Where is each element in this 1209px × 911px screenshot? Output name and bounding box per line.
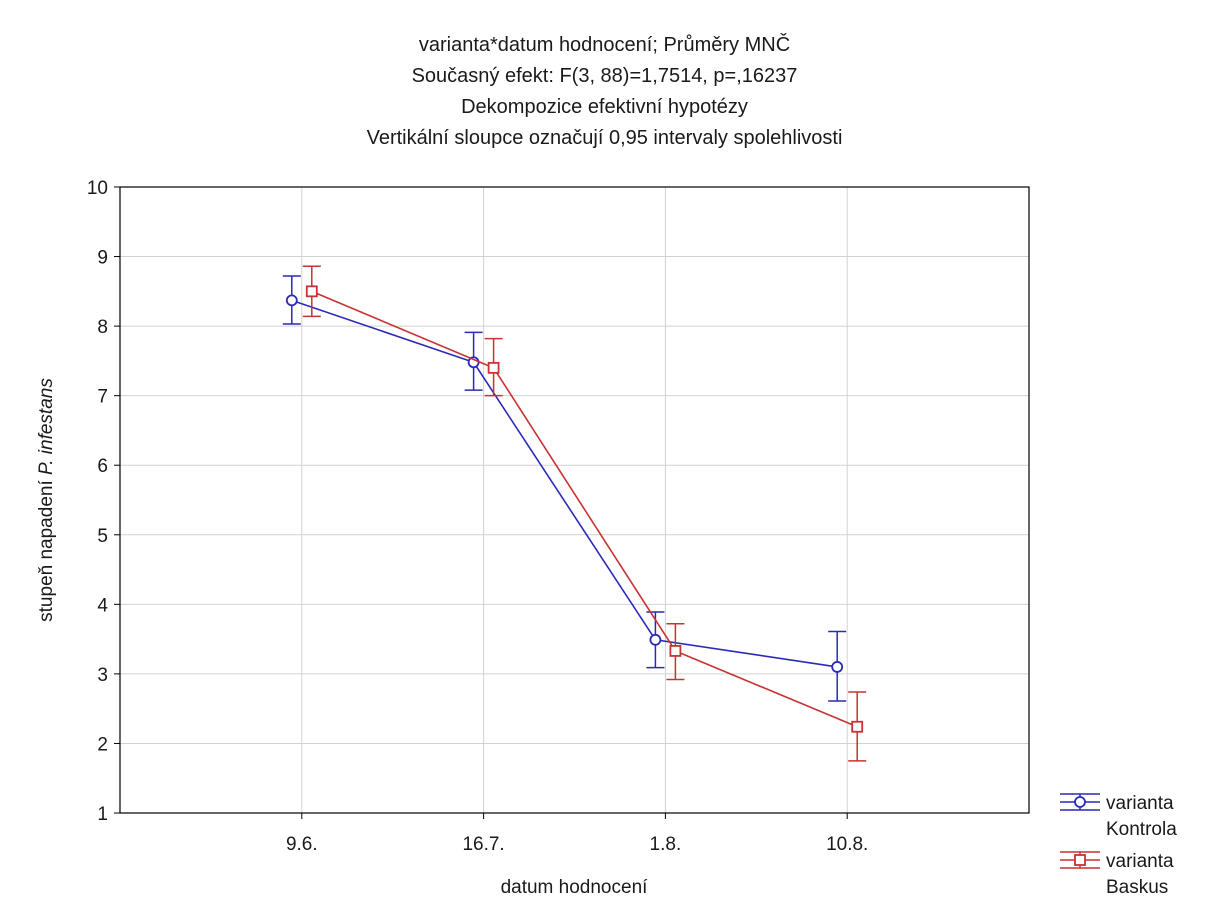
data-point xyxy=(669,645,682,657)
plot-area-frame xyxy=(119,186,1030,814)
x-tick-label: 16.7. xyxy=(462,834,504,855)
y-axis-title-prefix: stupeň napadení xyxy=(36,475,57,622)
data-point xyxy=(831,661,844,673)
y-tick-label: 5 xyxy=(97,526,108,547)
y-axis-title-italic: P. infestans xyxy=(36,378,57,475)
legend-item-baskus: varianta Baskus xyxy=(1058,846,1208,904)
series-1 xyxy=(302,265,867,762)
legend-marker-square-icon xyxy=(1060,851,1100,869)
data-point xyxy=(851,720,864,733)
chart-title-line-2: Současný efekt: F(3, 88)=1,7514, p=,1623… xyxy=(411,65,798,87)
series-line xyxy=(291,299,838,668)
y-tick-label: 9 xyxy=(97,248,108,269)
y-tick-label: 7 xyxy=(97,387,108,408)
data-point xyxy=(305,285,318,298)
x-tick-label: 10.8. xyxy=(826,834,868,855)
chart-title-block: varianta*datum hodnocení; Průměry MNČ So… xyxy=(0,30,1209,154)
legend-item-kontrola: varianta Kontrola xyxy=(1058,788,1208,846)
y-tick-label: 10 xyxy=(87,178,108,199)
y-tick-label: 1 xyxy=(97,804,108,825)
chart-title-line-4: Vertikální sloupce označují 0,95 interva… xyxy=(366,127,843,149)
x-axis-ticks: 9.6. 16.7. 1.8. 10.8. xyxy=(286,813,868,855)
y-tick-label: 6 xyxy=(97,456,108,477)
grid-lines xyxy=(120,187,1029,813)
series-0 xyxy=(282,275,847,702)
y-tick-label: 8 xyxy=(97,317,108,338)
y-axis-ticks: 1 2 3 4 5 6 7 8 9 10 xyxy=(87,178,120,825)
data-point xyxy=(487,361,500,374)
data-point xyxy=(285,294,298,307)
legend-marker-circle-icon xyxy=(1060,793,1100,811)
data-point xyxy=(649,633,662,646)
legend: varianta Kontrola varianta Baskus xyxy=(1058,788,1208,904)
x-axis-title: datum hodnocení xyxy=(501,877,649,898)
y-axis-title: stupeň napadení P. infestans xyxy=(36,378,57,622)
chart-title-line-3: Dekompozice efektivní hypotézy xyxy=(461,96,748,118)
chart-title-line-1: varianta*datum hodnocení; Průměry MNČ xyxy=(418,34,791,56)
y-tick-label: 4 xyxy=(97,595,108,616)
legend-label-line-2: Kontrola xyxy=(1106,819,1177,840)
series-layer xyxy=(282,265,867,762)
y-tick-label: 3 xyxy=(97,665,108,686)
y-tick-label: 2 xyxy=(97,734,108,755)
legend-label-line-1: varianta xyxy=(1106,793,1174,814)
legend-label-line-1: varianta xyxy=(1106,851,1174,872)
x-tick-label: 9.6. xyxy=(286,834,318,855)
legend-label-line-2: Baskus xyxy=(1106,877,1169,898)
x-tick-label: 1.8. xyxy=(650,834,682,855)
series-line xyxy=(311,290,858,728)
